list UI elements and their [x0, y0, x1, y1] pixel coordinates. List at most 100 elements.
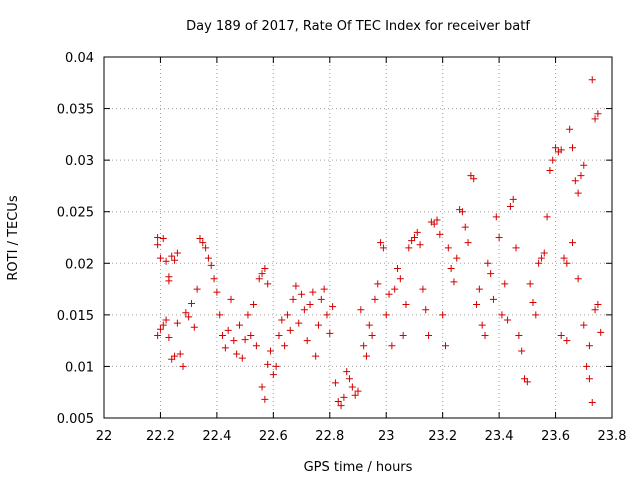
chart-title: Day 189 of 2017, Rate Of TEC Index for r…: [186, 19, 530, 34]
data-point: [204, 254, 212, 262]
data-point: [199, 239, 207, 247]
data-point: [509, 195, 517, 203]
data-point: [323, 311, 331, 319]
data-point: [461, 223, 469, 231]
data-point: [202, 244, 210, 252]
x-tick-label: 22.4: [202, 429, 231, 444]
y-tick-label: 0.005: [57, 412, 94, 427]
data-point: [171, 352, 179, 360]
data-point: [348, 383, 356, 391]
data-point: [362, 352, 370, 360]
data-point: [478, 321, 486, 329]
plot-frame: [103, 56, 613, 419]
x-tick-label: 23.4: [485, 429, 514, 444]
x-tick-label: 22.2: [146, 429, 175, 444]
x-tick-label: 23.6: [541, 429, 570, 444]
data-point: [498, 311, 506, 319]
x-tick-label: 22.6: [259, 429, 288, 444]
data-point: [487, 270, 495, 278]
data-point: [563, 259, 571, 267]
data-point: [298, 290, 306, 298]
data-point: [444, 244, 452, 252]
data-point: [453, 254, 461, 262]
data-point: [430, 220, 438, 228]
data-point: [154, 331, 162, 339]
data-point: [185, 313, 193, 321]
data-point: [173, 249, 181, 257]
data-point: [377, 239, 385, 247]
data-point: [588, 76, 596, 84]
data-point: [543, 213, 551, 221]
data-point: [182, 309, 190, 317]
data-point: [585, 342, 593, 350]
data-point: [574, 189, 582, 197]
data-point: [568, 144, 576, 152]
data-point: [447, 264, 455, 272]
data-point: [165, 334, 173, 342]
data-point: [566, 125, 574, 133]
data-point: [537, 254, 545, 262]
data-point: [588, 399, 596, 407]
y-tick-label: 0.04: [65, 51, 94, 66]
data-point: [385, 290, 393, 298]
data-point: [597, 328, 605, 336]
data-point: [176, 350, 184, 358]
data-point: [306, 301, 314, 309]
data-point: [405, 244, 413, 252]
data-point: [258, 270, 266, 278]
data-point: [337, 402, 345, 410]
y-axis-label: ROTI / TECUs: [6, 195, 21, 280]
x-tick-label: 22: [96, 429, 113, 444]
data-point: [219, 331, 227, 339]
data-point: [252, 342, 260, 350]
data-point: [303, 337, 311, 345]
y-tick-label: 0.01: [65, 360, 94, 375]
x-tick-label: 23.8: [598, 429, 627, 444]
data-point: [425, 331, 433, 339]
data-point: [515, 331, 523, 339]
data-point: [504, 316, 512, 324]
data-point: [574, 275, 582, 283]
data-point: [396, 275, 404, 283]
data-point: [591, 115, 599, 123]
data-point: [374, 280, 382, 288]
x-tick-label: 23: [378, 429, 395, 444]
data-point: [535, 259, 543, 267]
data-point: [267, 347, 275, 355]
data-point: [379, 244, 387, 252]
data-point: [439, 311, 447, 319]
data-point: [546, 166, 554, 174]
data-point: [529, 298, 537, 306]
data-point: [368, 331, 376, 339]
data-point: [357, 306, 365, 314]
data-point: [286, 326, 294, 334]
data-point: [196, 235, 204, 243]
data-point: [391, 285, 399, 293]
data-point: [193, 285, 201, 293]
data-point: [244, 311, 252, 319]
data-point: [187, 300, 195, 308]
data-point: [475, 285, 483, 293]
data-point: [281, 342, 289, 350]
data-point: [526, 280, 534, 288]
data-point: [165, 277, 173, 285]
data-point: [594, 301, 602, 309]
data-point: [346, 375, 354, 383]
data-point: [552, 144, 560, 152]
data-point: [312, 352, 320, 360]
data-points: [154, 76, 605, 410]
grid-lines: [104, 57, 612, 418]
data-point: [413, 228, 421, 236]
data-point: [331, 379, 339, 387]
data-point: [261, 395, 269, 403]
data-point: [458, 208, 466, 216]
data-point: [343, 368, 351, 376]
data-point: [235, 321, 243, 329]
data-point: [329, 303, 337, 311]
y-tick-label: 0.02: [65, 257, 94, 272]
data-point: [470, 175, 478, 183]
data-point: [489, 295, 497, 303]
data-point: [484, 259, 492, 267]
data-point: [518, 347, 526, 355]
